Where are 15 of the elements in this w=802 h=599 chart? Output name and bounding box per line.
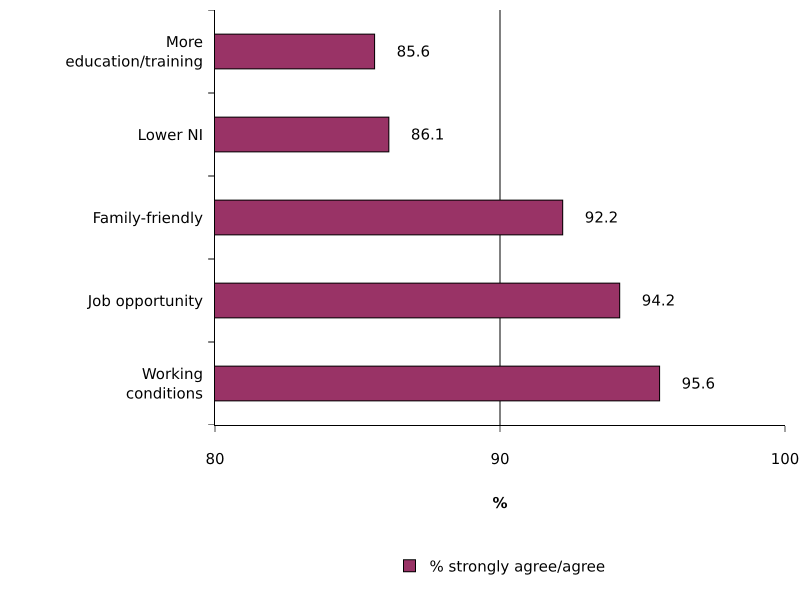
x-tick-label: 90 bbox=[490, 450, 510, 468]
x-tick-label: 100 bbox=[770, 450, 800, 468]
y-tick-label: Working conditions bbox=[126, 365, 204, 402]
y-tick-label: More education/training bbox=[65, 33, 203, 70]
x-axis-title: % bbox=[492, 494, 508, 512]
data-label: 92.2 bbox=[566, 208, 618, 226]
legend-label: % strongly agree/agree bbox=[430, 558, 606, 576]
data-label: 85.6 bbox=[378, 42, 430, 60]
y-tick-label: Lower NI bbox=[138, 126, 203, 144]
y-tick-label: Job opportunity bbox=[86, 292, 204, 310]
data-label: 86.1 bbox=[392, 126, 444, 144]
data-label: 94.2 bbox=[622, 292, 676, 310]
y-tick-label: Family-friendly bbox=[92, 208, 204, 227]
x-tick-label: 80 bbox=[205, 450, 225, 468]
data-label: 95.6 bbox=[662, 374, 716, 392]
